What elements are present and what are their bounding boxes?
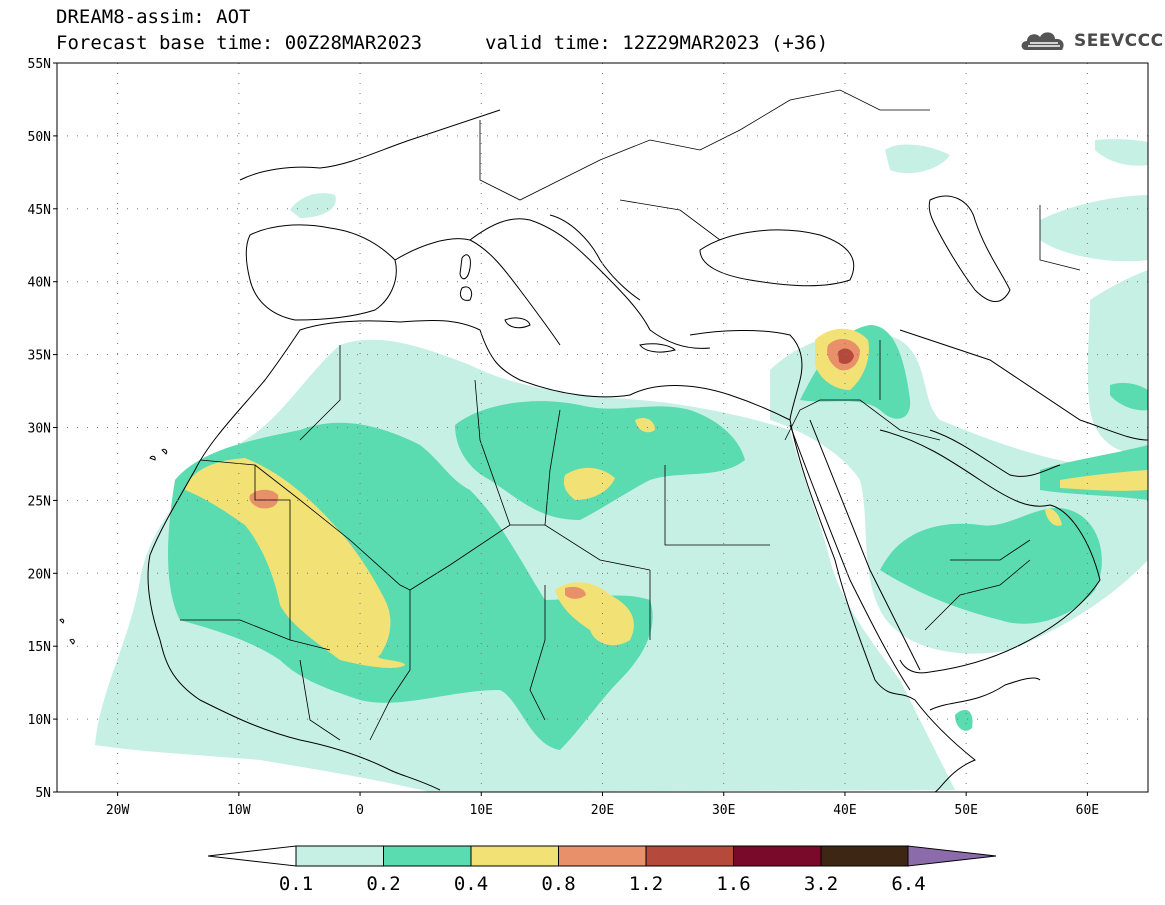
lat-label: 10N	[28, 713, 51, 728]
legend-label: 0.4	[454, 873, 488, 895]
lat-label: 50N	[28, 130, 51, 145]
forecast-base-time: Forecast base time: 00Z28MAR2023	[56, 32, 423, 54]
dust-fields	[57, 63, 1148, 792]
legend-swatch	[295, 845, 384, 867]
legend-label: 0.2	[366, 873, 400, 895]
legend-label: 0.8	[541, 873, 575, 895]
lat-label: 25N	[28, 494, 51, 509]
lat-labels: 55N 50N 45N 40N 35N 30N 25N 20N 15N 10N 5N	[28, 57, 51, 801]
legend-swatch	[470, 845, 559, 867]
logo-text: SEEVCCC	[1074, 31, 1164, 51]
axis-ticks	[53, 62, 1088, 796]
lat-label: 15N	[28, 640, 51, 655]
lat-label: 40N	[28, 276, 51, 291]
legend-label: 3.2	[804, 873, 838, 895]
legend-swatch	[733, 845, 822, 867]
lon-label: 20W	[106, 803, 130, 818]
legend-left-arrow	[207, 845, 297, 867]
lon-label: 50E	[954, 803, 977, 818]
aot-band-1.2	[838, 348, 854, 364]
legend-swatch	[383, 845, 472, 867]
lon-label: 30E	[712, 803, 735, 818]
legend-swatch	[820, 845, 909, 867]
legend-label: 6.4	[891, 873, 925, 895]
lat-label: 45N	[28, 203, 51, 218]
lat-label: 30N	[28, 422, 51, 437]
lon-label: 10W	[227, 803, 251, 818]
coastlines	[59, 109, 1148, 792]
legend: 0.1 0.2 0.4 0.8 1.2 1.6 3.2 6.4	[207, 845, 997, 895]
lon-label: 10E	[470, 803, 493, 818]
legend-swatch	[558, 845, 647, 867]
lon-labels: 20W 10W 0 10E 20E 30E 40E 50E 60E	[106, 803, 1099, 818]
legend-label: 1.6	[716, 873, 750, 895]
lon-label: 40E	[833, 803, 856, 818]
lat-label: 5N	[35, 786, 51, 801]
lon-label: 60E	[1076, 803, 1099, 818]
lat-label: 35N	[28, 349, 51, 364]
legend-swatch	[645, 845, 734, 867]
valid-time: valid time: 12Z29MAR2023 (+36)	[485, 32, 829, 54]
seevccc-logo: SEEVCCC	[1018, 26, 1164, 56]
lon-label: 20E	[591, 803, 614, 818]
legend-label: 1.2	[629, 873, 663, 895]
borders	[180, 89, 1081, 741]
lon-label: 0	[356, 803, 364, 818]
lat-label: 55N	[28, 57, 51, 72]
legend-label: 0.1	[279, 873, 313, 895]
cloud-icon	[1021, 32, 1064, 50]
legend-right-arrow	[907, 845, 997, 867]
lat-label: 20N	[28, 567, 51, 582]
map-title: DREAM8-assim: AOT	[56, 6, 251, 28]
